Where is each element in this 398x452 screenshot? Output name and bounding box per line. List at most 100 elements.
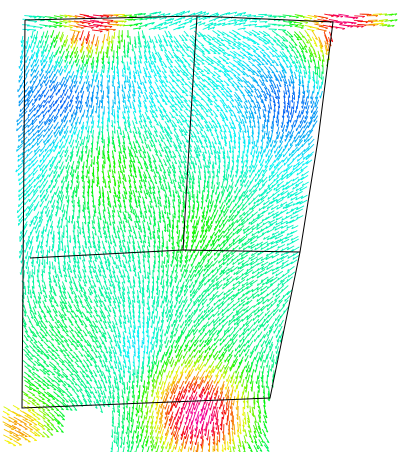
vector-arrow — [224, 207, 228, 214]
arrow-head — [242, 166, 243, 168]
vector-arrow — [197, 211, 198, 219]
arrow-head — [277, 132, 278, 134]
arrow-head — [26, 46, 27, 49]
vector-arrow — [218, 182, 219, 189]
vector-arrow — [91, 126, 92, 133]
vector-arrow — [287, 50, 292, 57]
vector-arrow — [270, 52, 275, 57]
vector-arrow — [251, 146, 252, 155]
vector-arrow — [256, 140, 257, 148]
vector-arrow — [19, 187, 24, 192]
arrow-head — [227, 85, 230, 86]
vector-arrow — [219, 96, 224, 102]
arrow-head — [66, 196, 67, 198]
arrow-head — [315, 102, 316, 105]
vector-arrow — [192, 35, 198, 40]
arrow-head — [59, 26, 61, 27]
arrow-head — [222, 86, 225, 87]
arrow-head — [243, 74, 246, 75]
arrow-head — [298, 148, 299, 150]
vector-arrow — [65, 126, 69, 134]
vector-arrow — [235, 106, 240, 114]
vector-arrow — [112, 36, 113, 44]
arrow-head — [91, 85, 92, 87]
vector-arrow — [44, 131, 48, 137]
arrow-head — [81, 44, 82, 46]
vector-arrow — [198, 95, 203, 100]
vector-arrow — [289, 24, 298, 25]
arrow-head — [88, 23, 90, 24]
vector-arrow — [59, 57, 62, 65]
vector-arrow — [70, 125, 73, 133]
vector-arrow — [214, 185, 215, 193]
vector-arrow — [258, 135, 259, 142]
arrow-head — [220, 81, 223, 82]
vector-arrow — [29, 177, 34, 182]
vector-arrow — [242, 77, 247, 82]
vector-arrow — [63, 204, 65, 212]
arrow-head — [214, 205, 215, 208]
arrow-head — [231, 179, 232, 181]
vector-arrow — [19, 91, 24, 98]
arrow-head — [231, 79, 234, 80]
vector-arrow — [299, 32, 304, 38]
arrow-head — [70, 27, 72, 28]
arrow-head — [82, 60, 83, 63]
arrow-head — [281, 46, 283, 47]
arrow-head — [260, 152, 261, 154]
vector-arrow — [224, 81, 229, 86]
vector-arrow — [30, 220, 33, 227]
vector-arrow — [307, 29, 314, 30]
arrow-head — [238, 75, 241, 76]
arrow-head — [227, 179, 228, 181]
vector-arrow — [97, 97, 98, 106]
arrow-head — [76, 23, 78, 24]
vector-arrow — [211, 212, 214, 220]
vector-arrow — [236, 179, 239, 187]
arrow-head — [69, 22, 71, 23]
arrow-head — [71, 175, 72, 177]
arrow-head — [295, 111, 296, 113]
vector-arrow — [92, 30, 103, 31]
arrow-head — [29, 164, 30, 166]
arrow-head — [196, 46, 198, 47]
arrow-head — [270, 145, 271, 148]
arrow-head — [90, 56, 91, 59]
vector-arrow — [302, 95, 303, 104]
arrow-head — [210, 202, 211, 204]
arrow-head — [241, 171, 242, 173]
vector-arrow — [80, 116, 82, 124]
vector-arrow — [214, 41, 221, 46]
vector-arrow — [238, 202, 243, 208]
arrow-head — [79, 82, 80, 85]
vector-arrow — [277, 115, 278, 123]
vector-arrow — [289, 56, 294, 64]
arrow-head — [57, 201, 58, 204]
vector-arrow — [258, 46, 264, 51]
arrow-head — [40, 41, 41, 43]
vector-arrow — [34, 104, 39, 111]
vector-arrow — [27, 151, 32, 157]
arrow-head — [95, 71, 96, 73]
arrow-head — [259, 65, 262, 66]
vector-arrow — [103, 91, 104, 99]
arrow-head — [286, 41, 289, 42]
vector-arrow — [213, 111, 218, 117]
vector-arrow — [189, 82, 195, 87]
arrow-head — [81, 151, 82, 153]
vector-arrow — [54, 76, 58, 83]
vector-arrow — [299, 42, 304, 50]
vector-arrow — [44, 175, 48, 182]
vector-arrow — [103, 34, 105, 43]
arrow-head — [70, 172, 71, 175]
vector-arrow — [96, 75, 97, 83]
vector-arrow — [233, 85, 238, 90]
vector-arrow — [319, 26, 328, 28]
arrow-head — [196, 74, 198, 75]
arrow-head — [80, 137, 81, 139]
arrow-head — [311, 97, 312, 99]
vector-arrow — [17, 206, 22, 213]
arrow-head — [205, 217, 206, 219]
arrow-head — [267, 137, 268, 139]
arrow-head — [245, 165, 246, 167]
